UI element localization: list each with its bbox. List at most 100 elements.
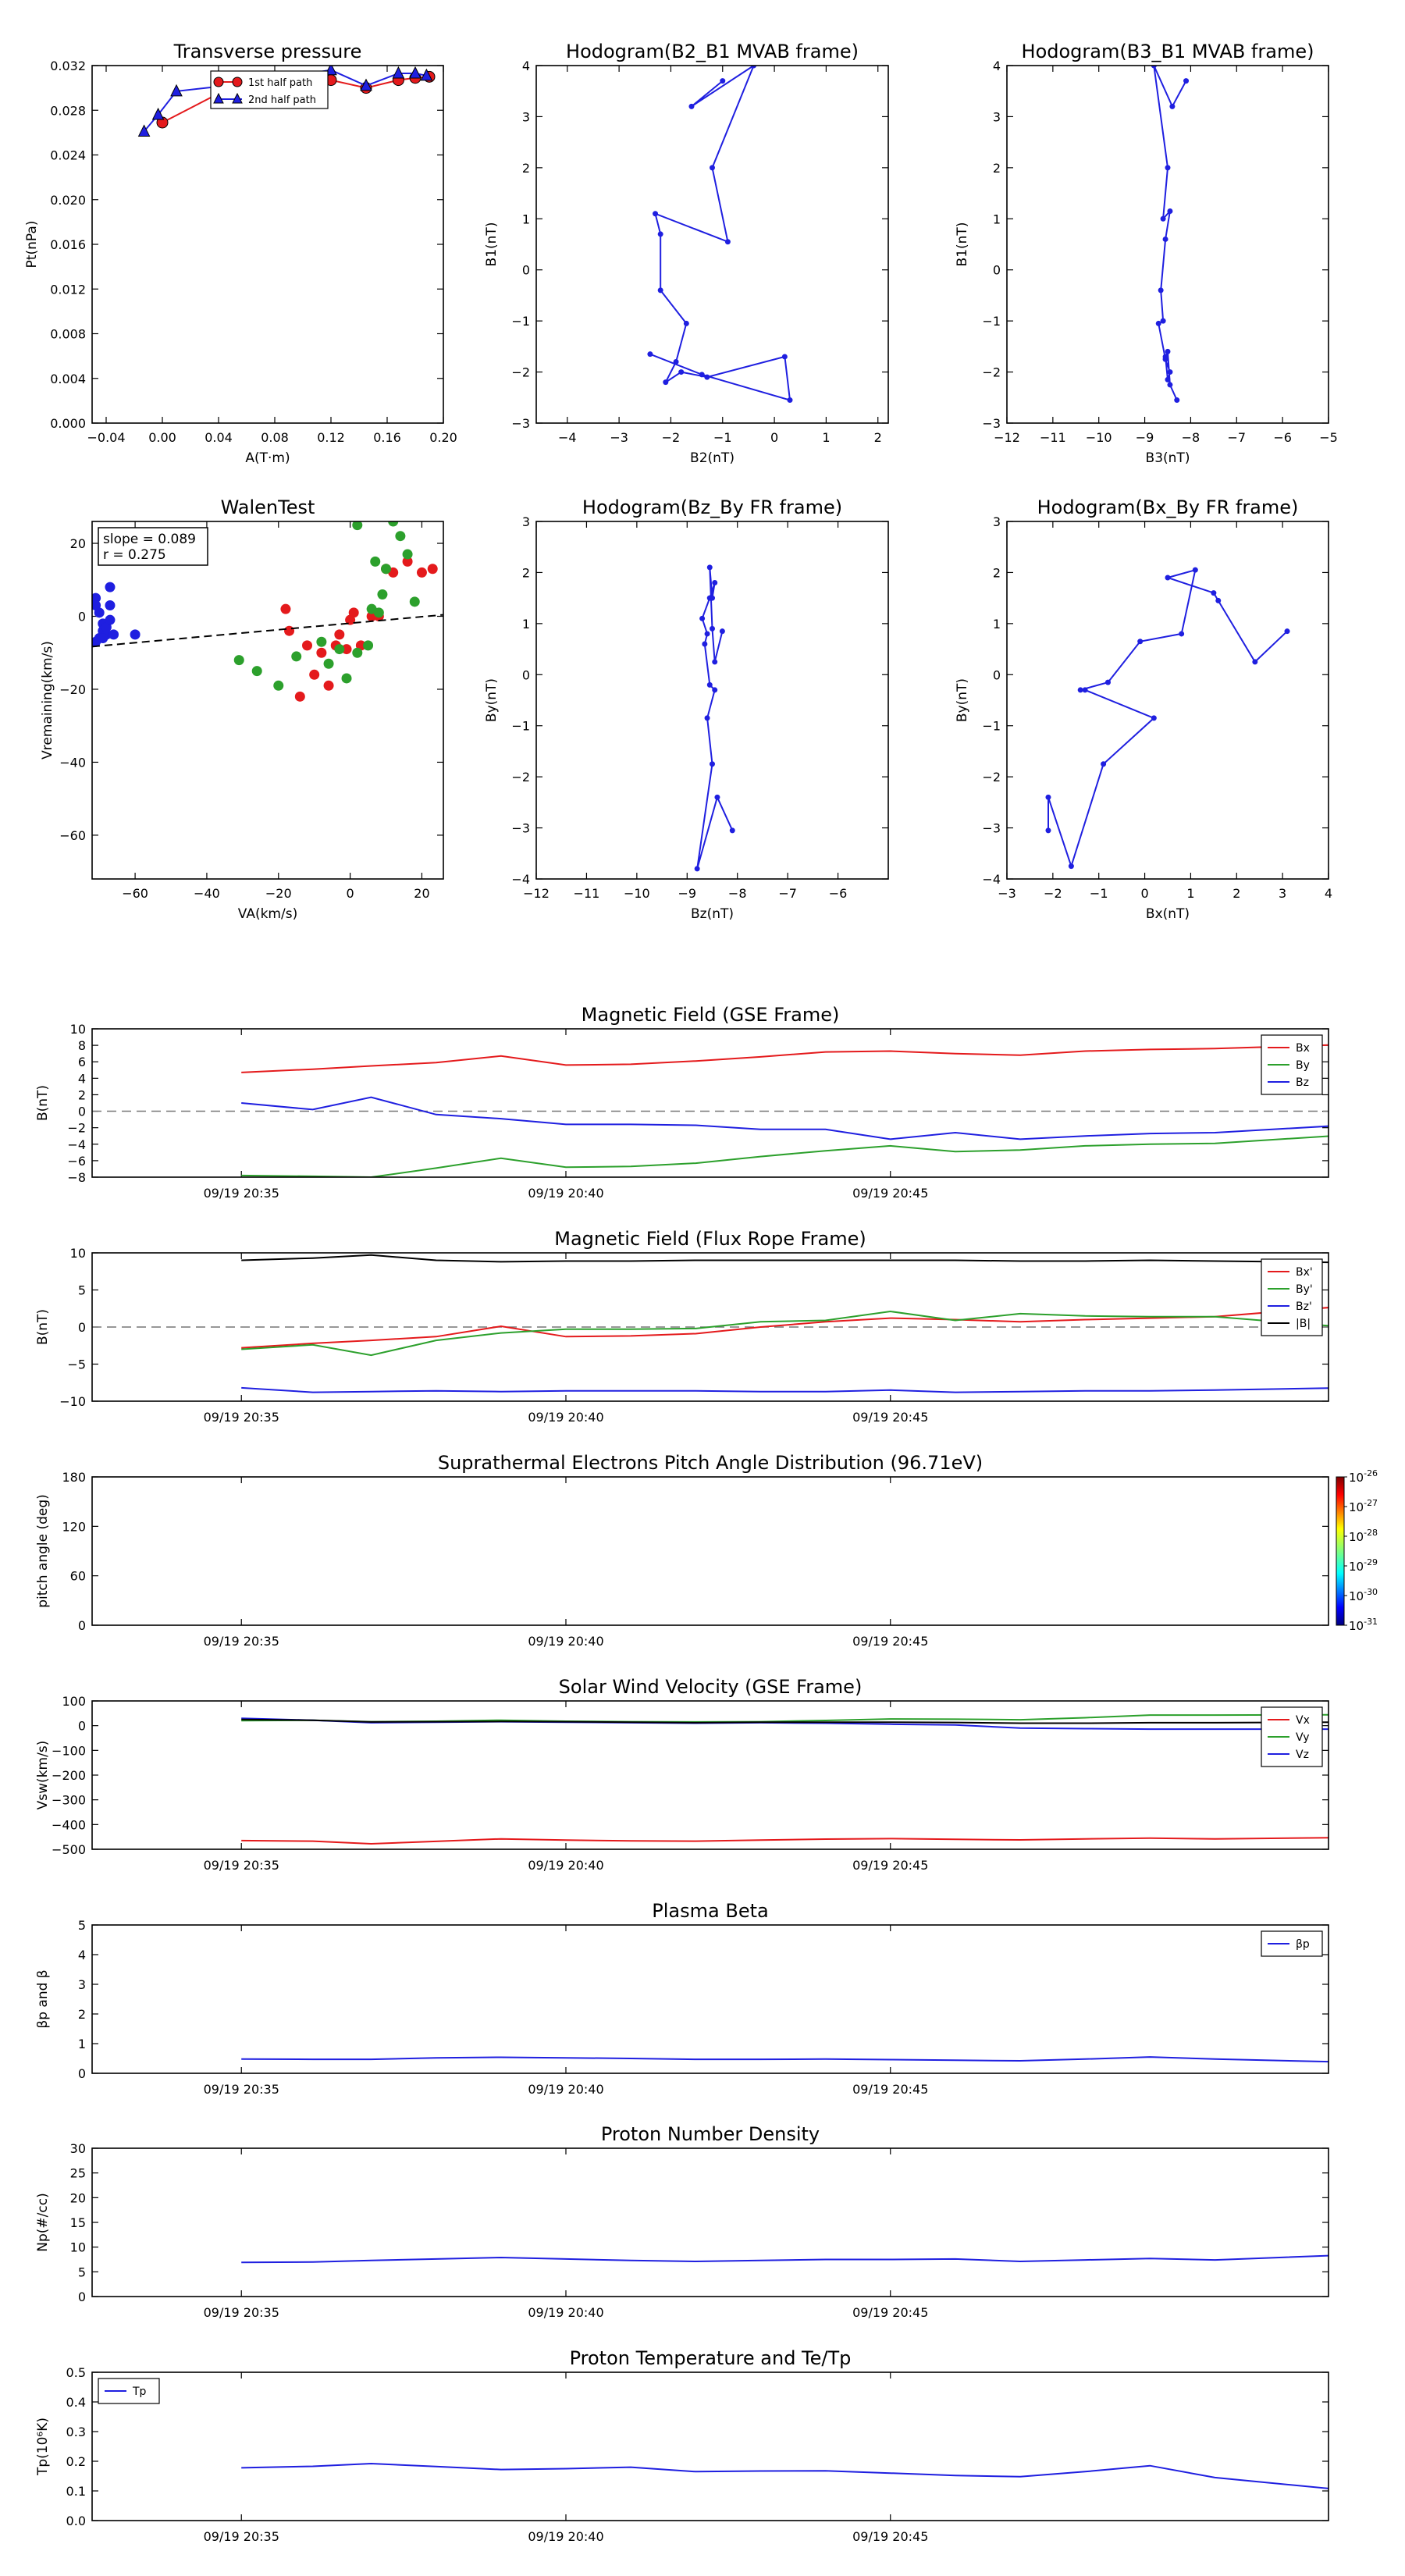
series-line-3 <box>241 1718 1329 1724</box>
x-tick-label: 0 <box>347 886 354 901</box>
x-tick-label: −20 <box>265 886 292 901</box>
data-point <box>706 564 713 571</box>
y-tick-label: 6 <box>78 1055 86 1069</box>
plot-frame <box>91 1700 1329 1850</box>
plot-frame <box>1006 65 1329 424</box>
y-tick-label: 0.1 <box>66 2484 86 2499</box>
data-point <box>341 673 352 684</box>
y-tick-label: −4 <box>67 1137 86 1152</box>
x-tick-label: 3 <box>1279 886 1286 901</box>
chart-title: Magnetic Field (GSE Frame) <box>582 1004 840 1026</box>
data-point <box>334 629 345 640</box>
data-point <box>787 397 793 404</box>
x-tick-label: −11 <box>574 886 600 901</box>
plot-frame <box>1006 521 1329 880</box>
data-point <box>94 607 105 618</box>
data-point <box>251 666 262 677</box>
data-point <box>688 103 695 109</box>
y-tick-label: 0.000 <box>50 416 86 431</box>
plot-area <box>1151 66 1190 404</box>
series-line-Bz' <box>241 1386 1329 1393</box>
data-point <box>280 603 291 614</box>
data-point <box>1179 631 1185 637</box>
annotation-text: r = 0.275 <box>103 547 166 563</box>
data-point <box>360 78 372 91</box>
y-tick-label: 15 <box>70 2215 86 2230</box>
y-tick-label: 120 <box>62 1519 86 1534</box>
data-point <box>710 761 715 767</box>
plot-area <box>92 521 443 702</box>
x-tick-label: 09/19 20:45 <box>852 1410 928 1425</box>
plot-frame <box>91 2371 1329 2521</box>
colorbar-label: 10-27 <box>1349 1498 1378 1514</box>
y-tick-label: 0.012 <box>50 282 86 297</box>
chart-title: Proton Number Density <box>601 2123 820 2145</box>
x-tick-label: 09/19 20:45 <box>852 2082 928 2097</box>
y-tick-label: 1 <box>522 212 530 226</box>
data-point <box>1169 103 1176 109</box>
legend-label: By' <box>1296 1283 1313 1296</box>
data-point <box>712 659 718 665</box>
y-tick-label: 1 <box>522 617 530 632</box>
y-tick-label: 2 <box>522 161 530 176</box>
data-point <box>345 614 356 625</box>
data-point <box>1068 863 1074 870</box>
data-point <box>710 165 715 171</box>
x-tick-label: 09/19 20:45 <box>852 1858 928 1873</box>
legend-label: 2nd half path <box>248 94 316 106</box>
plot-frame <box>91 1252 1329 1402</box>
data-point <box>302 640 313 651</box>
data-point <box>1162 354 1168 360</box>
data-point <box>657 287 663 294</box>
series-line-0 <box>696 567 734 870</box>
chart-np: Proton Number Density 0 5 10 15 20 25 30 09/19 2… <box>35 2123 1329 2320</box>
chart-mfgse: Magnetic Field (GSE Frame) −8−6 −4−2 0 24 6 81… <box>35 1004 1329 1201</box>
x-tick-label: 09/19 20:45 <box>852 1634 928 1649</box>
data-point <box>1165 376 1171 382</box>
chart-beta: Plasma Beta 0 1 2 3 4 5 09/19 20:35 09/19 20:40 0… <box>35 1900 1329 2097</box>
chart-title: Plasma Beta <box>652 1900 768 1922</box>
data-point <box>1162 236 1168 242</box>
data-point <box>316 636 327 647</box>
y-tick-label: −1 <box>982 314 1001 329</box>
series-line-Bx' <box>241 1307 1329 1349</box>
x-tick-label: 09/19 20:35 <box>204 1410 279 1425</box>
data-point <box>1167 369 1173 375</box>
data-point <box>1155 320 1161 326</box>
data-point <box>1077 687 1083 693</box>
data-point <box>427 564 438 575</box>
y-axis-label: Tp(10⁶K) <box>35 2418 51 2476</box>
plot-area <box>647 66 793 404</box>
x-tick-label: −0.04 <box>87 430 125 445</box>
series-line-|B| <box>241 1254 1329 1264</box>
y-tick-label: 2 <box>78 2007 86 2022</box>
data-point <box>105 614 116 625</box>
y-tick-label: −1 <box>982 719 1001 734</box>
data-point <box>699 372 705 378</box>
x-axis-label: B2(nT) <box>690 450 735 466</box>
y-tick-label: −60 <box>59 828 86 843</box>
series-line-Tp <box>241 2462 1329 2489</box>
y-tick-label: 0 <box>522 263 530 278</box>
x-tick-label: 09/19 20:40 <box>528 2082 603 2097</box>
x-tick-label: 0.20 <box>429 430 457 445</box>
data-point <box>663 379 669 386</box>
data-point <box>1104 679 1111 685</box>
chart-title: Proton Temperature and Te/Tp <box>570 2347 852 2369</box>
data-point <box>388 521 399 527</box>
chart-title: WalenTest <box>221 496 315 518</box>
y-tick-label: 5 <box>78 2265 86 2279</box>
data-point <box>720 78 726 84</box>
x-axis-label: Bz(nT) <box>691 906 734 922</box>
x-tick-label: 09/19 20:45 <box>852 2529 928 2544</box>
x-tick-label: 0.16 <box>373 430 401 445</box>
x-tick-label: 09/19 20:40 <box>528 1858 603 1873</box>
chart-pad: Suprathermal Electrons Pitch Angle Distr… <box>35 1452 1378 1649</box>
y-axis-label: B(nT) <box>35 1085 51 1121</box>
y-tick-label: 2 <box>993 161 1001 176</box>
annotation-box <box>98 527 208 566</box>
data-point <box>1252 659 1258 665</box>
chart-vsw: Solar Wind Velocity (GSE Frame) −500 −400 −… <box>35 1676 1329 1873</box>
data-point <box>1167 208 1173 214</box>
legend-marker <box>232 92 243 104</box>
